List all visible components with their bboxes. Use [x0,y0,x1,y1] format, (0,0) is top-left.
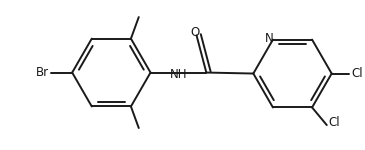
Text: Cl: Cl [329,116,340,129]
Text: NH: NH [170,68,187,81]
Text: Cl: Cl [351,67,363,80]
Text: N: N [265,32,273,45]
Text: O: O [190,26,199,39]
Text: Br: Br [35,66,49,79]
